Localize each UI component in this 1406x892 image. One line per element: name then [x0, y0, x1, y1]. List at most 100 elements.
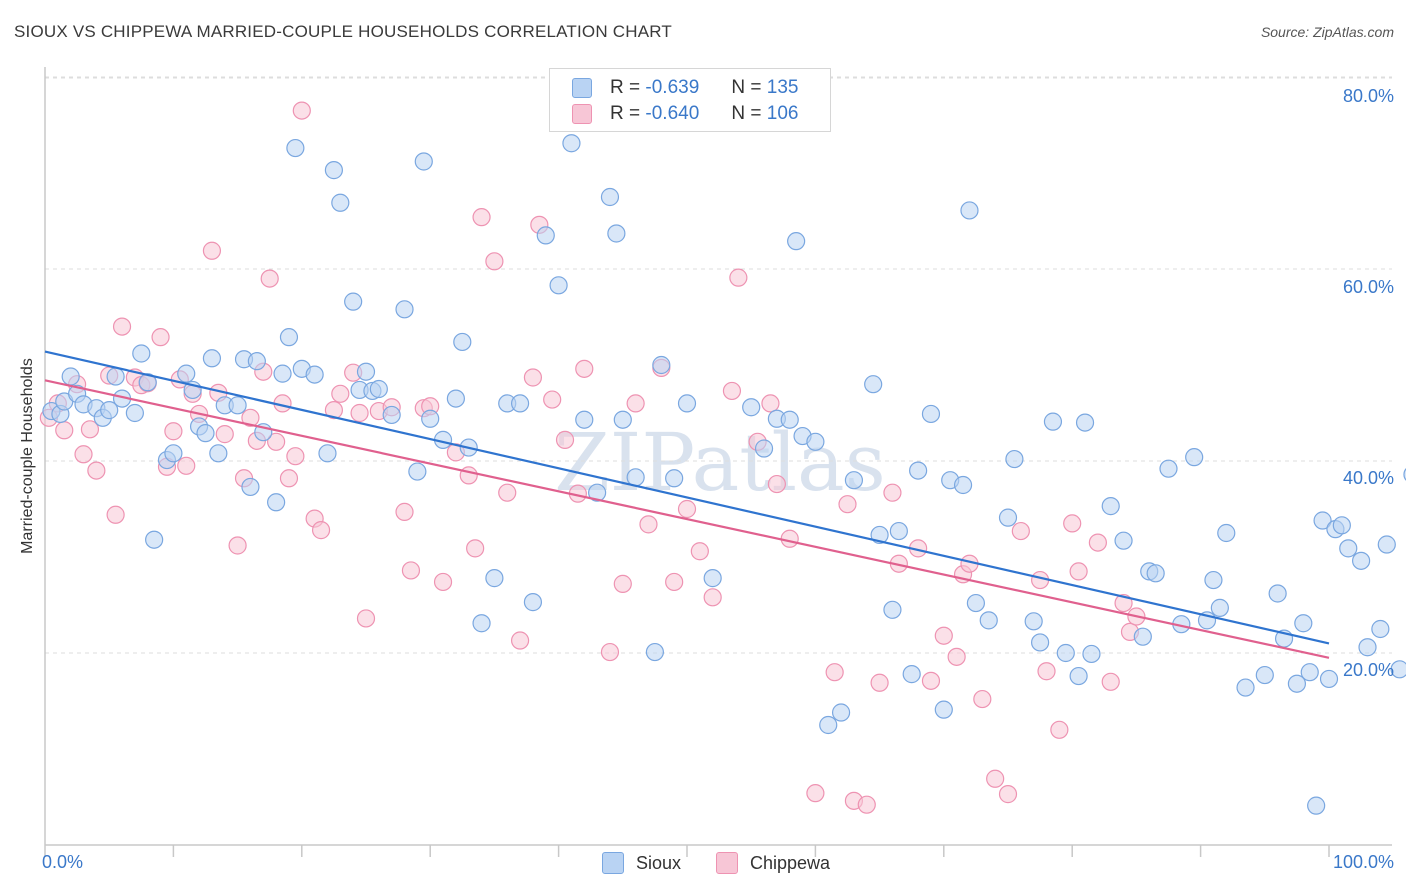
sioux-point	[1390, 660, 1406, 679]
sioux-point	[356, 362, 376, 381]
sioux-point	[600, 187, 620, 207]
chippewa-point	[883, 483, 902, 502]
sioux-point	[626, 468, 645, 487]
trend-lines	[44, 350, 1330, 659]
sioux-point	[453, 332, 472, 352]
chippewa-point	[356, 609, 376, 628]
sioux-point	[1255, 665, 1274, 685]
sioux-point	[844, 471, 864, 490]
legend-item-sioux[interactable]: Sioux	[602, 852, 681, 874]
y-tick-80: 80.0%	[1342, 86, 1394, 106]
legend-n-label: N =	[731, 77, 762, 98]
sioux-point	[421, 409, 440, 428]
sioux-point	[408, 462, 427, 481]
chippewa-point	[921, 671, 941, 690]
sioux-point	[1287, 674, 1307, 693]
sioux-point	[645, 642, 665, 662]
sioux-point	[1043, 412, 1063, 431]
sioux-point	[703, 569, 722, 588]
sioux-point	[652, 355, 671, 375]
sioux-point	[1268, 584, 1287, 603]
sioux-point	[164, 444, 183, 463]
legend-n-label: N =	[731, 103, 762, 124]
chippewa-point	[433, 572, 453, 592]
chippewa-point	[202, 241, 222, 260]
sioux-point	[864, 375, 883, 394]
chippewa-point	[151, 328, 170, 347]
legend-r-label: R =	[610, 103, 641, 124]
chippewa-point	[1037, 662, 1056, 681]
chippewa-point	[485, 252, 504, 271]
chippewa-point	[825, 663, 844, 682]
chippewa-legend-swatch	[716, 852, 738, 874]
chippewa-point	[626, 394, 645, 413]
chippewa-point	[838, 495, 857, 514]
sioux-point	[61, 367, 80, 386]
chippewa-point	[780, 529, 799, 548]
sioux-point	[921, 404, 941, 424]
chippewa-point	[331, 384, 350, 403]
chippewa-point	[857, 795, 876, 814]
source-label: Source: ZipAtlas.com	[1260, 24, 1394, 40]
sioux-point	[318, 444, 337, 463]
chippewa-point	[395, 502, 414, 521]
sioux-point	[279, 328, 299, 347]
sioux-point	[286, 138, 305, 158]
sioux-point	[1300, 663, 1319, 682]
sioux-point	[966, 593, 986, 613]
chippewa-point	[177, 456, 196, 475]
legend-n-value: 135	[766, 77, 799, 98]
chippewa-point	[401, 561, 421, 580]
sioux-point	[953, 475, 973, 495]
sioux-point	[267, 493, 286, 512]
sioux-point	[536, 226, 555, 245]
sioux-point	[1075, 413, 1095, 432]
chippewa-point	[665, 572, 684, 592]
chippewa-point	[934, 626, 953, 645]
sioux-point	[780, 410, 799, 429]
chippewa-point	[260, 269, 279, 288]
sioux-point	[1358, 638, 1377, 657]
sioux-point	[607, 224, 626, 243]
sioux-point	[106, 367, 125, 386]
chippewa-point	[1101, 672, 1120, 691]
sioux-legend-swatch	[602, 852, 624, 874]
sioux-point	[125, 403, 144, 423]
chippewa-point	[870, 673, 889, 692]
watermark: ZIPatlas	[554, 416, 886, 509]
chippewa-point	[74, 445, 93, 464]
sioux-point	[1056, 643, 1075, 663]
chippewa-point	[241, 408, 260, 427]
sioux-point	[1101, 497, 1120, 516]
chippewa-point	[1011, 521, 1030, 541]
chippewa-point	[729, 268, 748, 287]
sioux-point	[1351, 551, 1371, 570]
sioux-point	[902, 665, 921, 684]
legend-item-chippewa[interactable]: Chippewa	[716, 852, 830, 874]
chippewa-point	[112, 317, 132, 336]
sioux-point	[960, 201, 979, 220]
sioux-point	[1159, 459, 1178, 478]
sioux-point	[613, 410, 632, 429]
sioux-point	[1339, 539, 1358, 558]
sioux-point	[819, 715, 838, 735]
sioux-point	[472, 614, 491, 633]
legend-r-value: -0.640	[645, 103, 700, 124]
sioux-point	[665, 469, 684, 488]
legend-row-sioux: R = -0.639 N = 135	[572, 75, 798, 101]
sioux-point	[1146, 564, 1165, 583]
chippewa-point	[767, 474, 786, 494]
chippewa-point	[279, 469, 299, 488]
chippewa-point	[510, 631, 530, 650]
sioux-point	[1114, 531, 1133, 550]
sioux-point	[1313, 511, 1332, 530]
chippewa-point	[350, 403, 369, 423]
series-legend: Sioux Chippewa	[0, 852, 1406, 878]
chippewa-point	[311, 521, 331, 540]
sioux-swatch	[572, 78, 592, 98]
sioux-point	[1371, 619, 1390, 639]
chippewa-point	[600, 642, 620, 662]
chippewa-legend-label: Chippewa	[750, 852, 831, 873]
sioux-point	[806, 432, 825, 451]
chippewa-point	[690, 542, 709, 561]
